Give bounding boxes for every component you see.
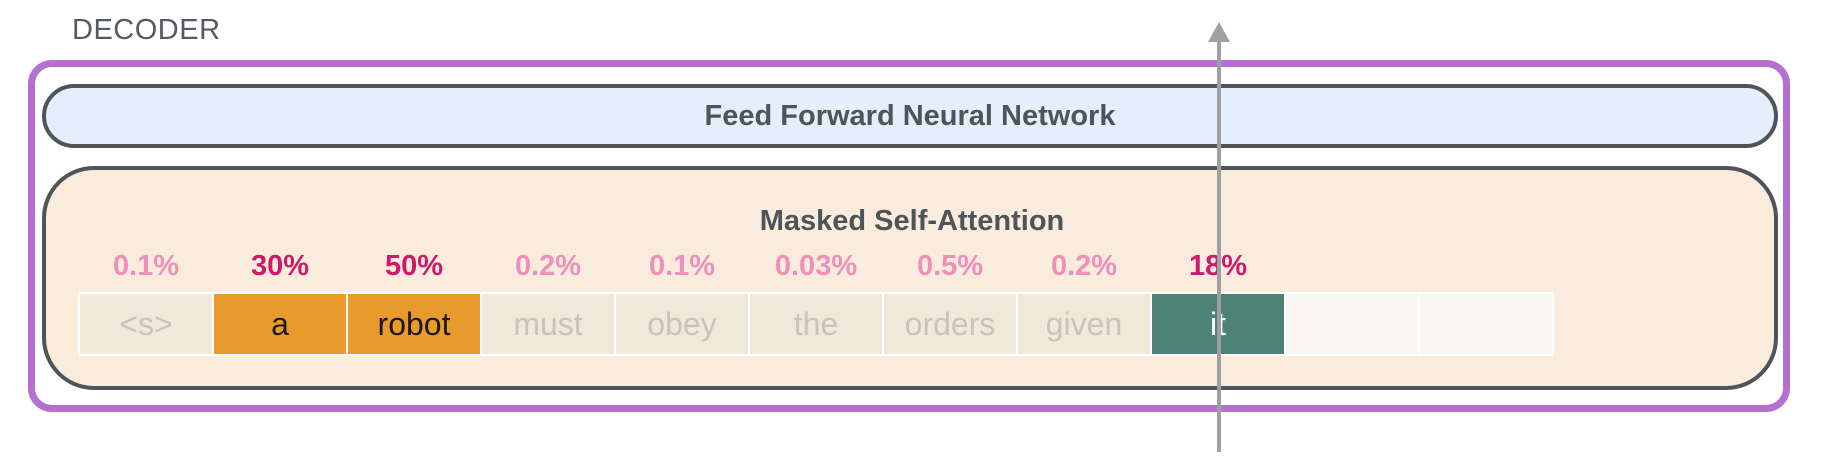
attention-weight: 30%: [250, 250, 310, 282]
token-cell-empty: [1286, 294, 1418, 354]
token-cell: <s>: [80, 294, 212, 354]
feed-forward-label: Feed Forward Neural Network: [704, 99, 1116, 132]
decoder-label: DECODER: [72, 14, 221, 46]
attention-weight: 0.5%: [916, 250, 984, 282]
attention-weight: 0.1%: [112, 250, 180, 282]
arrow-head-icon: [1208, 22, 1230, 42]
attention-weight: 50%: [384, 250, 444, 282]
token-sequence: <s> a robot must obey the orders given i…: [78, 292, 1554, 356]
token-cell: must: [482, 294, 614, 354]
token-cell: given: [1018, 294, 1150, 354]
feed-forward-layer: Feed Forward Neural Network: [42, 84, 1778, 148]
attention-weight: 0.2%: [514, 250, 582, 282]
token-cell-empty: [1420, 294, 1552, 354]
token-cell: the: [750, 294, 882, 354]
attention-weight: 0.2%: [1050, 250, 1118, 282]
attention-weight: 0.03%: [774, 250, 858, 282]
token-cell: obey: [616, 294, 748, 354]
token-cell: robot: [348, 294, 480, 354]
attention-weight: 0.1%: [648, 250, 716, 282]
token-cell: orders: [884, 294, 1016, 354]
data-flow-arrow: [1217, 38, 1221, 452]
token-cell: a: [214, 294, 346, 354]
masked-self-attention-title: Masked Self-Attention: [759, 205, 1065, 237]
